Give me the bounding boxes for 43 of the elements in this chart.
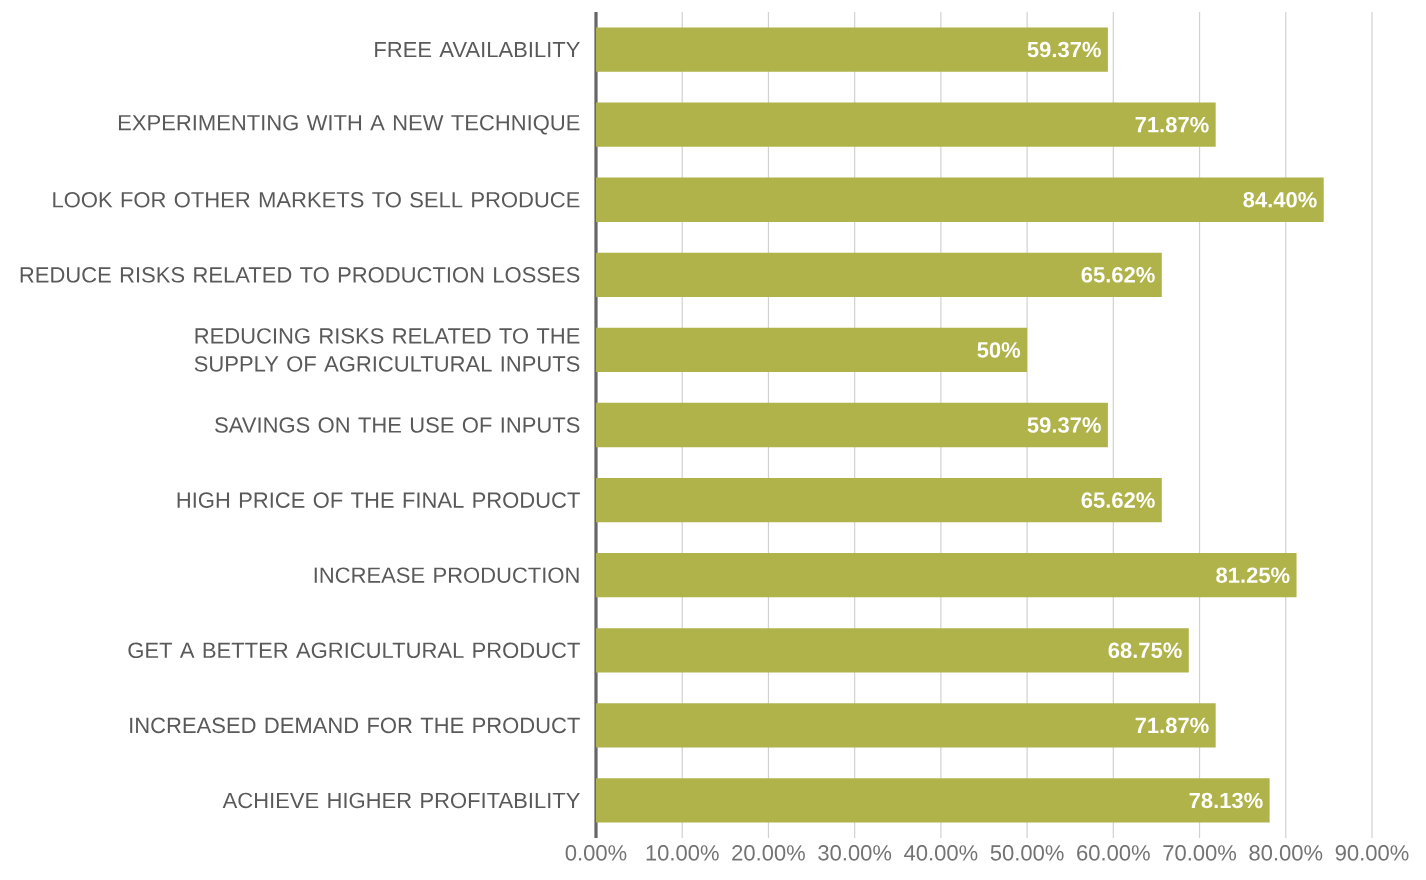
y-tick-label: EXPERIMENTING WITH A NEW TECHNIQUE bbox=[118, 114, 580, 135]
x-tick-label: 10.00% bbox=[646, 845, 719, 861]
bar bbox=[596, 778, 1270, 823]
bar bbox=[596, 27, 1108, 72]
bar bbox=[596, 477, 1162, 523]
data-label: 71.87% bbox=[1135, 116, 1209, 133]
y-tick-label: REDUCING RISKS RELATED TO THE SUPPLY OF AGRICULTURAL INPUTS bbox=[194, 328, 580, 372]
x-tick-label: 50.00% bbox=[990, 845, 1064, 861]
y-tick-label: FREE AVAILABILITY bbox=[375, 42, 580, 58]
data-label: 65.62% bbox=[1081, 267, 1155, 283]
bar bbox=[596, 177, 1324, 222]
y-tick-label: GET A BETTER AGRICULTURAL PRODUCT bbox=[128, 642, 580, 659]
x-tick-label: 70.00% bbox=[1163, 845, 1237, 861]
bar bbox=[596, 553, 1297, 598]
bar bbox=[596, 402, 1108, 448]
bar bbox=[596, 327, 1028, 373]
bar bbox=[596, 102, 1216, 147]
y-tick-label: SAVINGS ON THE USE OF INPUTS bbox=[215, 417, 580, 433]
data-label: 78.13% bbox=[1189, 792, 1263, 809]
x-tick-label: 30.00% bbox=[818, 845, 892, 861]
x-tick-label: 80.00% bbox=[1249, 845, 1323, 861]
data-label: 65.62% bbox=[1081, 492, 1155, 508]
x-tick-label: 0.00% bbox=[565, 845, 627, 861]
y-tick-label: INCREASE PRODUCTION bbox=[314, 567, 579, 583]
data-label: 59.37% bbox=[1027, 41, 1101, 58]
y-tick-label: INCREASED DEMAND FOR THE PRODUCT bbox=[130, 717, 580, 734]
x-tick-label: 90.00% bbox=[1335, 845, 1409, 861]
x-tick-label: 40.00% bbox=[904, 845, 978, 861]
y-tick-label: ACHIEVE HIGHER PROFITABILITY bbox=[222, 792, 580, 809]
y-tick-label: REDUCE RISKS RELATED TO PRODUCTION LOSSES bbox=[20, 267, 580, 283]
x-tick-label: 20.00% bbox=[732, 845, 805, 861]
data-label: 84.40% bbox=[1243, 191, 1317, 208]
data-label: 71.87% bbox=[1135, 717, 1209, 734]
bar bbox=[596, 628, 1189, 673]
x-tick-label: 60.00% bbox=[1077, 845, 1150, 861]
y-tick-label: HIGH PRICE OF THE FINAL PRODUCT bbox=[177, 492, 580, 508]
bar bbox=[596, 703, 1216, 748]
bar bbox=[596, 252, 1162, 297]
data-label: 68.75% bbox=[1108, 642, 1182, 659]
y-tick-label: LOOK FOR OTHER MARKETS TO SELL PRODUCE bbox=[53, 191, 580, 208]
data-label: 59.37% bbox=[1027, 417, 1101, 433]
data-label: 81.25% bbox=[1216, 567, 1290, 583]
data-label: 50% bbox=[977, 342, 1021, 358]
